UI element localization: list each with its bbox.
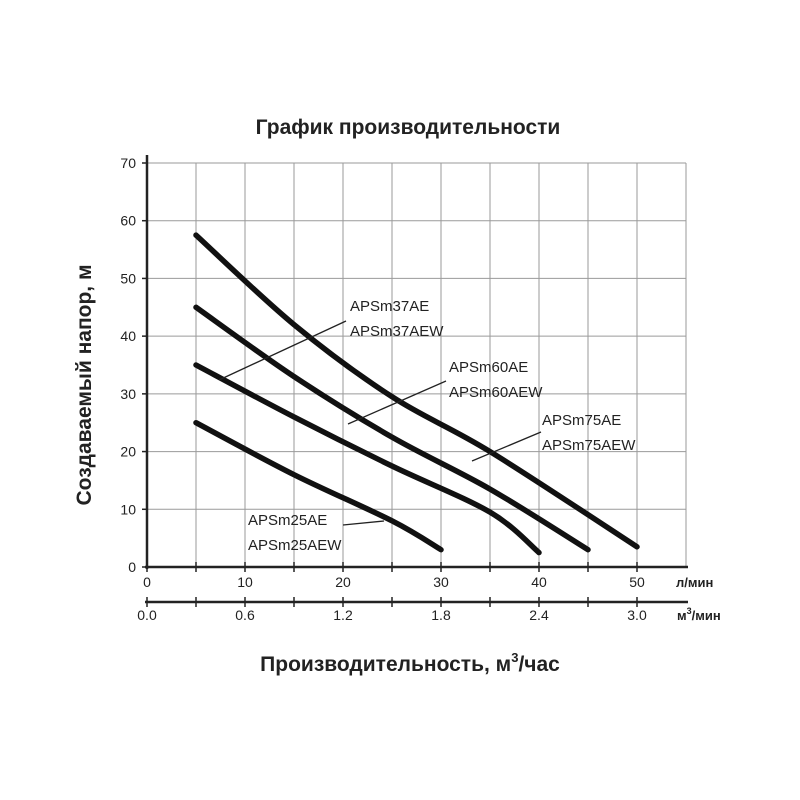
series-line-2 bbox=[193, 362, 542, 556]
annotation-label: APSm25AEW bbox=[248, 537, 342, 554]
x-tick-label-lmin: 10 bbox=[237, 574, 253, 590]
x-unit-lmin: л/мин bbox=[676, 575, 713, 590]
annotation-label: APSm60AEW bbox=[449, 384, 543, 401]
x-tick-label-lmin: 0 bbox=[143, 574, 151, 590]
annotation-leader bbox=[218, 320, 347, 381]
x-unit-m3-pre: м bbox=[677, 608, 687, 623]
y-axis-label: Создаваемый напор, м bbox=[73, 265, 96, 506]
series-line-3 bbox=[193, 419, 444, 553]
annotation-label: APSm37AE bbox=[350, 298, 429, 315]
x-tick-label-lmin: 50 bbox=[629, 574, 645, 590]
x-axis-label-main: Производительность, м bbox=[260, 653, 511, 676]
y-tick-label: 10 bbox=[120, 501, 136, 517]
x-tick-label-m3: 1.2 bbox=[333, 607, 353, 623]
x-axis-label-sup: 3 bbox=[511, 650, 518, 665]
annotations: APSm37AE APSm37AEW APSm60AE APSm60AEW APSm75… bbox=[218, 298, 636, 554]
x-unit-m3-sup: 3 bbox=[687, 606, 692, 616]
x-tick-label-m3: 3.0 bbox=[627, 607, 647, 623]
x-tick-label-m3: 2.4 bbox=[529, 607, 549, 623]
annotation-leader bbox=[471, 431, 542, 462]
annotation-leader bbox=[342, 520, 385, 526]
x-axis-label: Производительность, м3/час bbox=[260, 650, 560, 676]
annotation-label: APSm37AEW bbox=[350, 323, 444, 340]
grid bbox=[147, 162, 687, 567]
x-tick-label-lmin: 30 bbox=[433, 574, 449, 590]
series-curves bbox=[193, 232, 640, 556]
y-tick-label: 60 bbox=[120, 213, 136, 229]
x-unit-m3-post: /мин bbox=[692, 608, 721, 623]
annotation-label: APSm75AEW bbox=[542, 437, 636, 454]
tick-labels: 0 10 20 30 40 50 60 70 0 10 20 30 40 50 л/мин 0.0 0.6 1.2… bbox=[120, 155, 720, 623]
x-tick-label-m3: 0.0 bbox=[137, 607, 157, 623]
y-tick-label: 30 bbox=[120, 386, 136, 402]
y-tick-label: 70 bbox=[120, 155, 136, 171]
y-tick-label: 0 bbox=[128, 559, 136, 575]
x-tick-label-lmin: 20 bbox=[335, 574, 351, 590]
y-tick-label: 20 bbox=[120, 444, 136, 460]
annotation-label: APSm75AE bbox=[542, 412, 621, 429]
series-line-1 bbox=[193, 304, 591, 553]
y-tick-label: 40 bbox=[120, 328, 136, 344]
series-line-0 bbox=[193, 232, 640, 550]
x-tick-label-m3: 0.6 bbox=[235, 607, 255, 623]
x-axis-label-tail: /час bbox=[518, 653, 560, 676]
chart-title: График производительности bbox=[256, 116, 561, 139]
annotation-label: APSm25AE bbox=[248, 512, 327, 529]
x-tick-label-lmin: 40 bbox=[531, 574, 547, 590]
y-tick-label: 50 bbox=[120, 270, 136, 286]
x-unit-m3: м3/мин bbox=[677, 606, 721, 623]
x-tick-label-m3: 1.8 bbox=[431, 607, 451, 623]
annotation-label: APSm60AE bbox=[449, 359, 528, 376]
annotation-leader bbox=[347, 380, 447, 425]
axes bbox=[142, 155, 688, 607]
